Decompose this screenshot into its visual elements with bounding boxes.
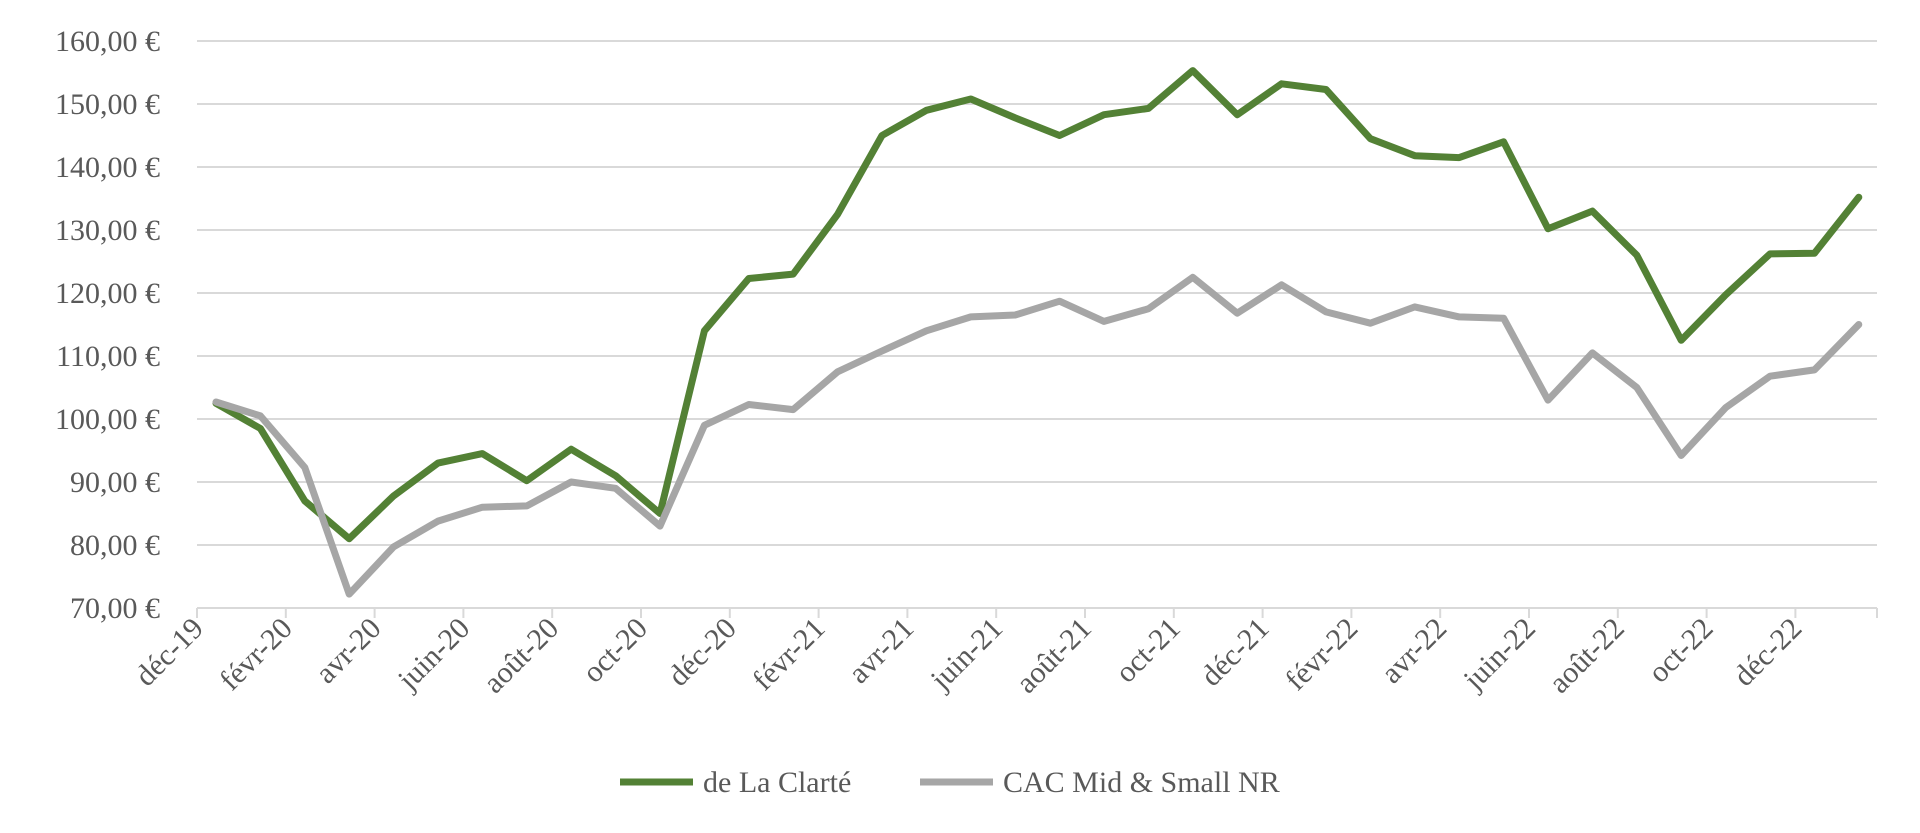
x-tick-label: avr-21 (842, 612, 920, 690)
x-tick-label: avr-22 (1375, 612, 1453, 690)
x-axis (196, 607, 1878, 618)
x-tick-label: févr-22 (1279, 612, 1364, 697)
x-tick-label: févr-20 (213, 612, 298, 697)
x-tick-label: juin-20 (391, 612, 476, 697)
y-tick-label: 150,00 € (55, 88, 160, 121)
series-line-de-la-clarte (212, 67, 1863, 543)
x-tick-label: déc-20 (662, 612, 743, 693)
x-axis-tick-labels: déc-19 févr-20 avr-20 juin-20 août-20 oct-20 d… (129, 612, 1808, 700)
series-line-cac-mid-small-nr (212, 273, 1863, 598)
x-tick-label: août-22 (1543, 612, 1631, 700)
y-tick-label: 110,00 € (56, 340, 160, 373)
y-axis-tick-labels: 70,00 € 80,00 € 90,00 € 100,00 € 110,00 € 120… (55, 25, 160, 625)
x-tick-label: août-21 (1010, 612, 1098, 700)
legend: de La Clarté CAC Mid & Small NR (620, 766, 1280, 799)
y-tick-label: 160,00 € (55, 25, 160, 58)
y-tick-label: 90,00 € (70, 466, 160, 499)
x-tick-label: août-20 (477, 612, 565, 700)
x-tick-label: févr-21 (746, 612, 831, 697)
y-tick-label: 80,00 € (70, 529, 160, 562)
x-tick-label: oct-22 (1642, 612, 1720, 690)
y-tick-label: 140,00 € (55, 151, 160, 184)
legend-label-de-la-clarte: de La Clarté (703, 766, 851, 799)
x-tick-label: juin-21 (924, 612, 1009, 697)
x-tick-label: avr-20 (309, 612, 387, 690)
series-lines (212, 67, 1863, 598)
gridlines (197, 40, 1877, 546)
y-tick-label: 70,00 € (70, 592, 160, 625)
y-tick-label: 120,00 € (55, 277, 160, 310)
y-tick-label: 130,00 € (55, 214, 160, 247)
legend-label-cac-mid-small-nr: CAC Mid & Small NR (1003, 766, 1280, 799)
x-tick-label: déc-22 (1727, 612, 1808, 693)
x-tick-label: juin-22 (1457, 612, 1542, 697)
x-tick-label: oct-20 (576, 612, 654, 690)
y-tick-label: 100,00 € (55, 403, 160, 436)
x-tick-label: déc-21 (1194, 612, 1275, 693)
x-tick-label: oct-21 (1109, 612, 1187, 690)
